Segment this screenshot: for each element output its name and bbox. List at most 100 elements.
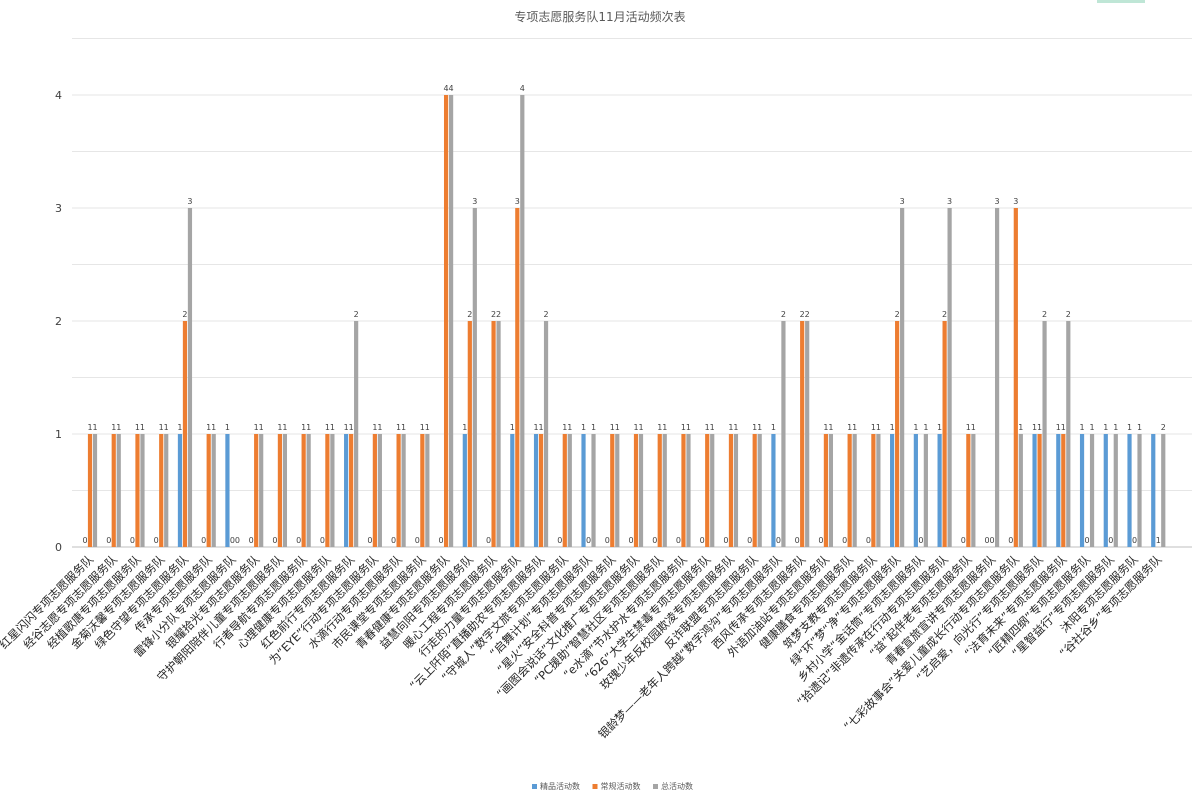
bar <box>562 434 567 547</box>
bar <box>462 434 467 547</box>
data-label: 1 <box>111 423 116 432</box>
bar <box>710 434 715 547</box>
data-label: 1 <box>923 423 928 432</box>
data-label: 2 <box>895 310 900 319</box>
data-label: 0 <box>795 536 800 545</box>
data-label: 1 <box>510 423 515 432</box>
bar <box>633 434 639 547</box>
bar <box>1066 321 1071 547</box>
data-label: 1 <box>913 423 918 432</box>
bar <box>177 434 183 547</box>
data-label: 3 <box>1013 197 1018 206</box>
data-label: 1 <box>937 423 942 432</box>
data-label: 1 <box>733 423 738 432</box>
data-label: 0 <box>415 536 420 545</box>
bar <box>657 434 662 547</box>
data-label: 0 <box>586 536 591 545</box>
data-label: 1 <box>567 423 572 432</box>
data-label: 0 <box>842 536 847 545</box>
y-tick-label: 3 <box>55 202 62 215</box>
data-label: 2 <box>496 310 501 319</box>
bar <box>306 434 311 547</box>
bar <box>443 95 449 547</box>
data-label: 1 <box>462 423 467 432</box>
data-label: 1 <box>591 423 596 432</box>
data-label: 0 <box>296 536 301 545</box>
data-label: 2 <box>467 310 472 319</box>
bar <box>491 321 496 547</box>
data-label: 3 <box>187 197 192 206</box>
bar <box>344 434 349 547</box>
data-label: 1 <box>1018 423 1023 432</box>
data-label: 0 <box>154 536 159 545</box>
data-label: 1 <box>662 423 667 432</box>
bar <box>543 321 549 547</box>
data-label: 4 <box>444 84 449 93</box>
data-label: 1 <box>852 423 857 432</box>
bar <box>472 208 477 547</box>
data-label: 2 <box>1161 423 1166 432</box>
data-label: 1 <box>225 423 230 432</box>
data-label: 1 <box>871 423 876 432</box>
data-label: 2 <box>491 310 496 319</box>
bar <box>515 208 520 547</box>
data-label: 1 <box>710 423 715 432</box>
data-label: 0 <box>201 536 206 545</box>
data-label: 1 <box>757 423 762 432</box>
data-label: 0 <box>367 536 372 545</box>
y-tick-label: 4 <box>55 89 62 102</box>
data-label: 0 <box>557 536 562 545</box>
data-label: 1 <box>87 423 92 432</box>
bar <box>937 434 942 547</box>
data-label: 0 <box>818 536 823 545</box>
bar <box>401 434 406 547</box>
data-label: 1 <box>401 423 406 432</box>
data-label: 1 <box>681 423 686 432</box>
data-label: 1 <box>686 423 691 432</box>
bar <box>942 321 947 547</box>
data-label: 1 <box>1137 423 1142 432</box>
data-label: 0 <box>272 536 277 545</box>
data-label: 1 <box>206 423 211 432</box>
bar <box>681 434 686 547</box>
data-label: 1 <box>301 423 306 432</box>
data-label: 0 <box>106 536 111 545</box>
data-label: 0 <box>776 536 781 545</box>
bar <box>164 434 169 547</box>
data-label: 0 <box>486 536 491 545</box>
data-label: 0 <box>700 536 705 545</box>
data-label: 2 <box>1042 310 1047 319</box>
bar <box>728 434 734 547</box>
data-label: 1 <box>140 423 145 432</box>
bar <box>111 434 116 547</box>
data-label: 2 <box>543 310 548 319</box>
bar <box>377 434 382 547</box>
data-label: 1 <box>377 423 382 432</box>
bar <box>971 434 976 547</box>
data-label: 1 <box>259 423 264 432</box>
bar <box>277 434 283 547</box>
bar <box>581 434 586 547</box>
bar <box>533 434 539 547</box>
bar <box>1103 434 1108 547</box>
data-label: 2 <box>1066 310 1071 319</box>
bar <box>206 434 211 547</box>
data-label: 1 <box>638 423 643 432</box>
bar <box>330 434 335 547</box>
bar <box>396 434 401 547</box>
data-label: 1 <box>159 423 164 432</box>
bar <box>1018 434 1023 547</box>
bar <box>135 434 140 547</box>
bar <box>325 434 330 547</box>
data-label: 3 <box>947 197 952 206</box>
data-label: 1 <box>533 423 538 432</box>
data-label: 1 <box>396 423 401 432</box>
data-label: 0 <box>1132 536 1137 545</box>
data-label: 1 <box>657 423 662 432</box>
bar <box>254 434 259 547</box>
data-label: 2 <box>354 310 359 319</box>
data-label: 2 <box>942 310 947 319</box>
